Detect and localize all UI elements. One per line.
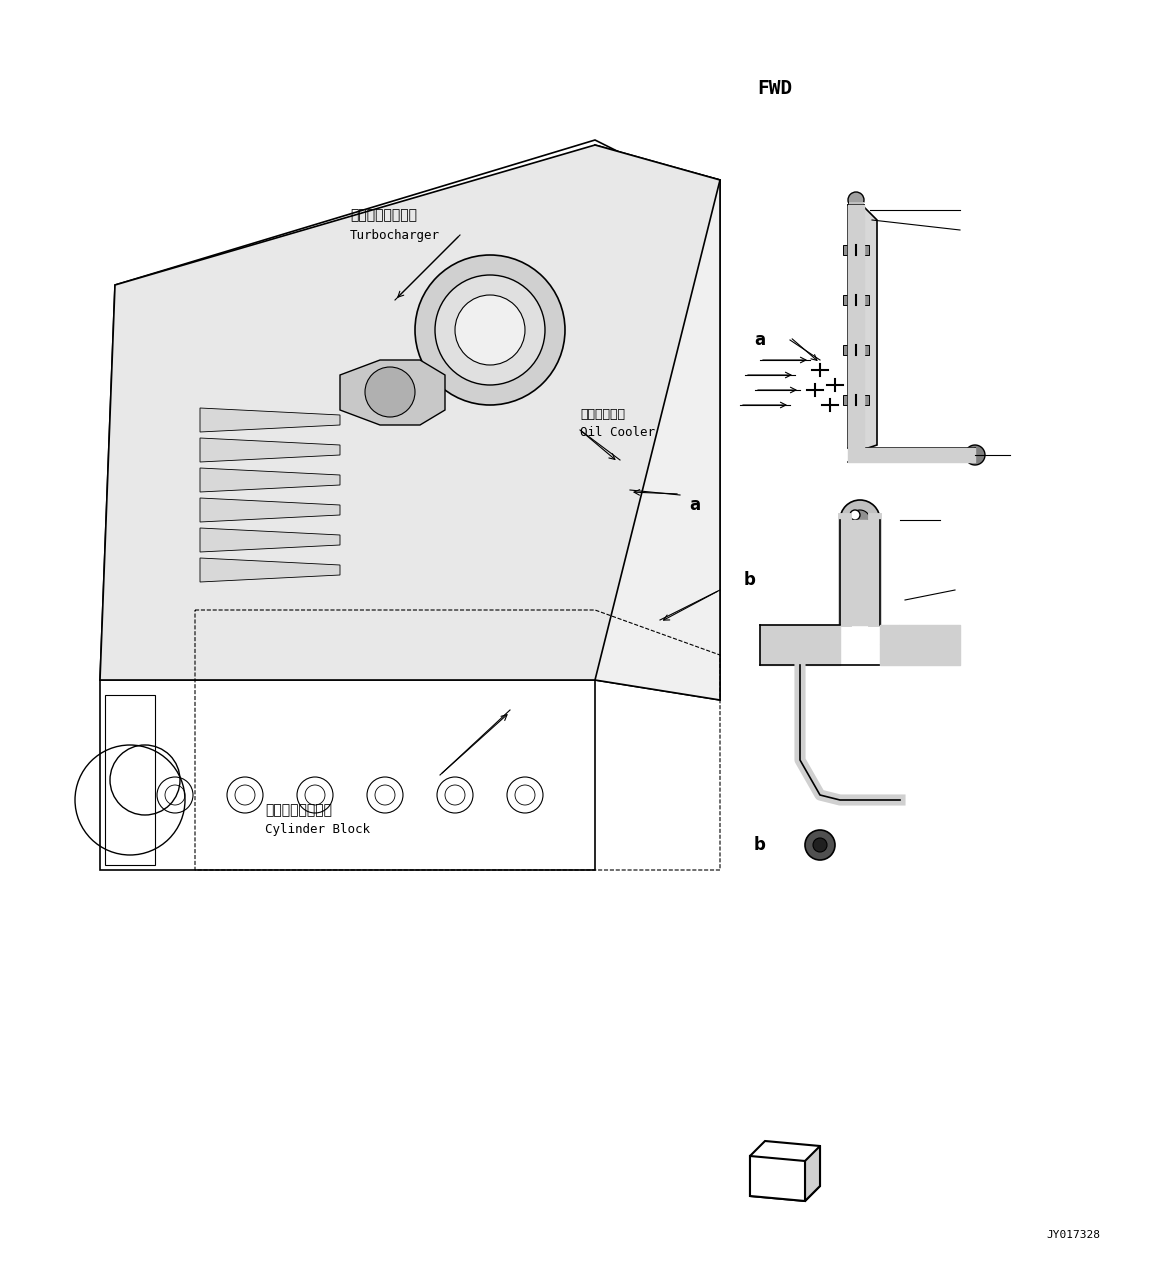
Text: オイルクーラ: オイルクーラ: [580, 409, 625, 421]
Circle shape: [813, 839, 827, 852]
Text: JY017328: JY017328: [1046, 1229, 1100, 1240]
Bar: [843, 245, 869, 255]
Bar: [843, 395, 869, 405]
Circle shape: [850, 509, 859, 520]
Polygon shape: [750, 1156, 805, 1200]
Text: b: b: [744, 571, 756, 589]
Polygon shape: [750, 1141, 820, 1200]
Text: Turbocharger: Turbocharger: [350, 228, 440, 242]
Text: a: a: [690, 496, 700, 514]
Polygon shape: [200, 409, 340, 433]
Text: Oil Cooler: Oil Cooler: [580, 425, 655, 439]
Text: b: b: [754, 836, 766, 854]
Circle shape: [965, 445, 985, 465]
Text: FWD: FWD: [757, 78, 793, 97]
Bar: [843, 295, 869, 305]
Polygon shape: [200, 559, 340, 583]
Circle shape: [415, 255, 565, 405]
Circle shape: [435, 275, 545, 385]
Polygon shape: [340, 359, 445, 425]
Bar: [843, 346, 869, 356]
Text: ターボチャージャ: ターボチャージャ: [350, 208, 418, 222]
Circle shape: [865, 520, 875, 530]
Text: Cylinder Block: Cylinder Block: [265, 823, 370, 836]
Text: a: a: [755, 330, 765, 349]
Polygon shape: [200, 438, 340, 462]
Circle shape: [848, 192, 864, 208]
Text: シリンダブロック: シリンダブロック: [265, 803, 331, 817]
Polygon shape: [805, 1146, 820, 1200]
Circle shape: [850, 509, 870, 530]
Polygon shape: [100, 680, 595, 870]
Circle shape: [805, 830, 835, 860]
Circle shape: [840, 501, 880, 540]
Circle shape: [365, 367, 415, 417]
Polygon shape: [100, 145, 720, 680]
Polygon shape: [200, 498, 340, 522]
Polygon shape: [848, 206, 877, 450]
Polygon shape: [200, 468, 340, 492]
Polygon shape: [595, 145, 720, 700]
Circle shape: [455, 295, 525, 364]
Polygon shape: [200, 528, 340, 552]
